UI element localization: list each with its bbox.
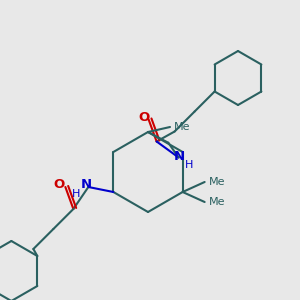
Text: O: O xyxy=(54,178,65,191)
Text: N: N xyxy=(174,150,185,163)
Text: H: H xyxy=(184,160,193,170)
Text: Me: Me xyxy=(208,177,225,187)
Text: Me: Me xyxy=(208,197,225,207)
Text: O: O xyxy=(138,111,149,124)
Text: H: H xyxy=(72,189,80,199)
Text: Me: Me xyxy=(174,122,190,132)
Text: N: N xyxy=(81,178,92,191)
